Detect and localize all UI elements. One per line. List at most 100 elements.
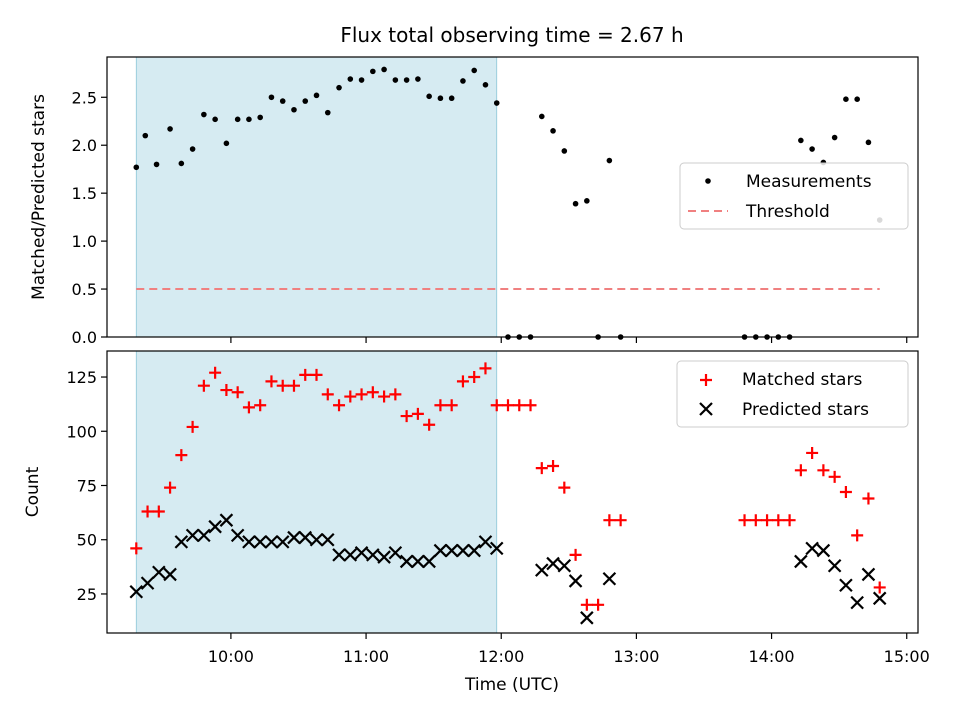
predicted-star-point (275, 535, 290, 549)
predicted-star-point (444, 543, 459, 558)
matched-star-point (862, 492, 875, 505)
predicted-star-point (580, 611, 594, 625)
top-panel: 0.0 0.5 1.0 1.5 2.0 2.5 Matched/Predicted sta… (29, 56, 919, 347)
matched-star-point (186, 420, 199, 433)
measurement-point (313, 92, 320, 99)
matched-star-point (321, 388, 334, 401)
matched-star-point (310, 368, 323, 381)
matched-star-point (344, 390, 357, 403)
matched-star-point (592, 598, 605, 611)
matched-star-point (569, 548, 582, 561)
predicted-star-point (827, 558, 842, 573)
predicted-star-point (411, 554, 425, 569)
predicted-star-point (197, 528, 211, 543)
measurement-point (606, 157, 613, 164)
y-tick-label: 2.5 (72, 88, 97, 107)
measurement-point (865, 139, 872, 146)
measurement-point (178, 160, 185, 167)
top-plot-frame (106, 56, 919, 338)
y-tick-label: 75 (77, 476, 97, 495)
measurement-point (167, 126, 173, 132)
measurement-point (223, 140, 230, 147)
measurement-point (572, 200, 579, 207)
x-tick-label: 12:00 (478, 647, 524, 666)
measurement-point (854, 96, 860, 102)
measurement-point (201, 111, 207, 118)
measurement-point (268, 94, 275, 101)
matched-star-point (851, 529, 864, 542)
y-tick-label: 50 (77, 531, 97, 550)
x-tick-label: 10:00 (208, 647, 254, 666)
matched-star-point (299, 368, 312, 381)
y-tick-label: 25 (77, 585, 97, 604)
matched-star-point (355, 388, 368, 401)
measurement-point (153, 161, 160, 168)
measurement-point (843, 96, 849, 102)
predicted-star-point (152, 565, 166, 580)
matched-star-point (603, 514, 616, 527)
chart-title: Flux total observing time = 2.67 h (340, 23, 683, 47)
matched-star-point (333, 399, 346, 412)
predicted-star-points (129, 513, 887, 625)
x-tick-label: 14:00 (749, 647, 795, 666)
measurement-point (257, 114, 263, 121)
measurement-point (471, 67, 478, 74)
matched-star-point (152, 505, 165, 518)
bottom-legend-box (676, 360, 909, 428)
matched-star-point (130, 542, 143, 555)
measurement-point (392, 77, 399, 83)
matched-star-point (490, 399, 503, 412)
predicted-star-point (850, 595, 864, 610)
matched-star-point (366, 386, 379, 399)
bottom-y-axis: 25 50 75 100 125 (66, 368, 107, 604)
matched-star-point (254, 399, 267, 412)
predicted-star-point (422, 554, 436, 569)
matched-star-point (164, 481, 177, 494)
matched-star-point (389, 388, 402, 401)
predicted-star-point (377, 550, 391, 564)
y-tick-label: 1.5 (72, 184, 97, 203)
predicted-star-point (816, 543, 831, 558)
matched-star-point (817, 464, 830, 477)
predicted-star-point (535, 563, 549, 577)
matched-star-point (738, 514, 751, 527)
matched-star-point (479, 362, 492, 375)
matched-star-point (265, 375, 278, 388)
matched-star-point (794, 464, 807, 477)
matched-star-point (423, 418, 436, 431)
bottom-panel: 25 50 75 100 125 10:00 11:00 12:00 13:00 14:00 15… (23, 350, 930, 695)
predicted-star-point (332, 548, 346, 562)
predicted-star-point (794, 554, 808, 569)
matched-star-point (220, 384, 233, 397)
predicted-star-point (546, 556, 560, 571)
measurement-point (493, 100, 500, 106)
measurement-point (798, 137, 804, 144)
predicted-star-point (805, 541, 819, 556)
matched-star-point (242, 401, 255, 414)
measurement-point (482, 82, 489, 88)
matched-star-point (580, 598, 593, 611)
top-shaded-region (135, 56, 498, 338)
legend-predicted: Predicted stars (742, 400, 869, 420)
predicted-star-point (456, 543, 470, 558)
predicted-star-point (433, 543, 448, 558)
matched-legend-marker (700, 374, 712, 386)
matched-star-point (839, 486, 852, 498)
matched-star-point (276, 379, 289, 392)
measurement-point (142, 132, 149, 139)
measurement-point (460, 78, 466, 84)
bottom-shaded-region (135, 350, 498, 634)
measurement-point (279, 98, 286, 104)
x-tick-label: 11:00 (343, 647, 389, 666)
measurement-point (291, 106, 297, 113)
x-tick-label: 15:00 (884, 647, 930, 666)
matched-star-point (783, 514, 796, 527)
measurement-point (358, 77, 365, 83)
predicted-star-point (219, 513, 234, 527)
measurement-point (246, 116, 252, 123)
y-tick-label: 0.5 (72, 280, 97, 299)
matched-star-point (772, 514, 785, 527)
matched-star-point (231, 386, 244, 399)
measurement-point (561, 148, 568, 154)
matched-star-points (130, 362, 886, 611)
